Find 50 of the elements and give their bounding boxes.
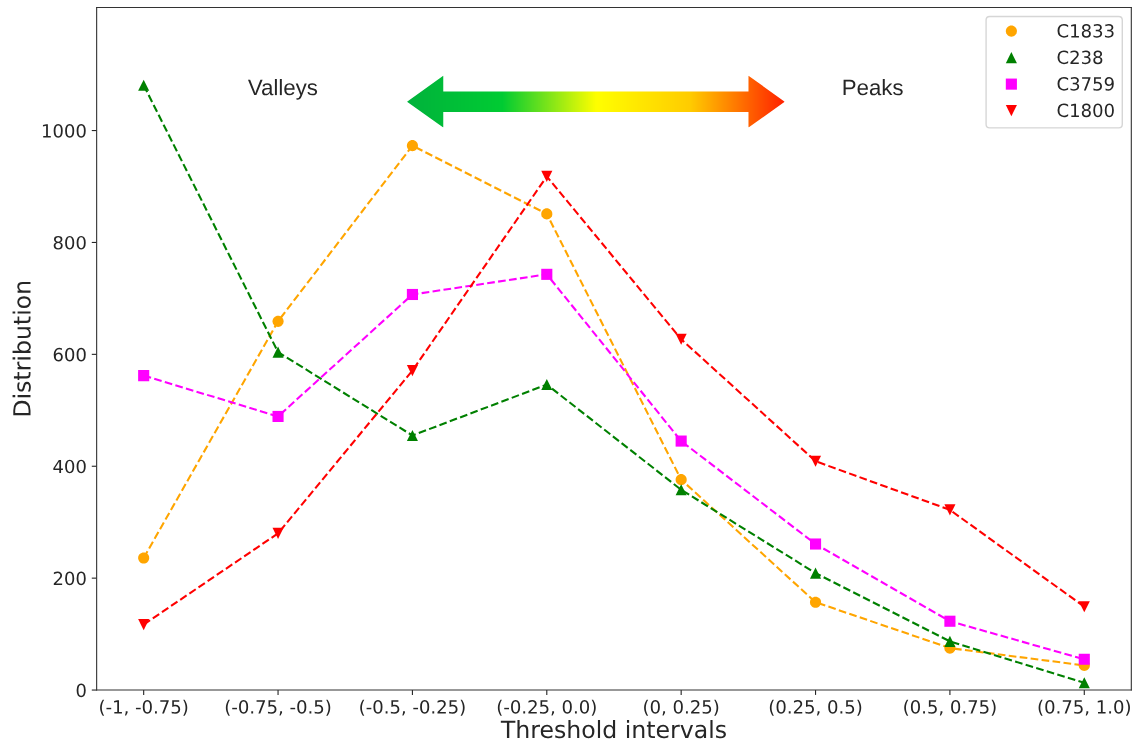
point [272, 315, 284, 327]
legend-label: C3759 [1057, 77, 1114, 91]
legend-label: C1833 [1057, 24, 1114, 38]
point [272, 410, 284, 423]
point [406, 288, 418, 301]
y-tick-label: 800 [53, 235, 86, 250]
x-tick-label: (0.5, 0.75) [904, 699, 996, 716]
point [541, 208, 553, 220]
y-tick-label: 0 [76, 683, 86, 698]
x-tick-label: (0.25, 0.5) [769, 699, 862, 716]
point [944, 504, 956, 516]
x-tick-label: (-1, -0.75) [100, 699, 188, 716]
point [675, 333, 687, 345]
y-tick-label: 1000 [42, 124, 86, 138]
point [944, 615, 956, 627]
point [675, 435, 687, 447]
point [138, 552, 150, 564]
point [406, 140, 418, 152]
point [541, 170, 553, 182]
x-axis-title: Threshold intervals [500, 720, 726, 739]
point [675, 474, 687, 486]
y-tick-label: 600 [53, 347, 86, 362]
x-tick-label: (-0.75, -0.5) [225, 699, 331, 716]
point [1078, 601, 1090, 613]
point [272, 527, 284, 539]
point [809, 567, 822, 579]
point [541, 379, 553, 391]
point [138, 79, 150, 91]
y-tick-label: 400 [53, 459, 86, 474]
point [1078, 653, 1090, 665]
point [541, 268, 553, 280]
x-tick-label: (0.75, 1.0) [1038, 699, 1130, 716]
x-tick-label: (0, 0.25) [644, 699, 719, 716]
point [809, 596, 822, 608]
x-tick-label: (-0.25, 0.0) [497, 699, 596, 716]
annotation: Peaks [843, 79, 903, 96]
point [406, 365, 418, 377]
y-tick-label: 200 [53, 571, 86, 586]
annotation: Valleys [247, 79, 318, 100]
point [944, 635, 956, 647]
point [272, 346, 284, 358]
point [809, 538, 822, 550]
y-axis-title: Distribution [12, 281, 31, 416]
legend-label: C238 [1057, 50, 1103, 65]
point [809, 455, 822, 467]
legend-label: C1800 [1057, 103, 1114, 118]
point [406, 429, 418, 442]
x-tick-label: (-0.5, -0.25) [360, 699, 465, 716]
point [138, 370, 150, 382]
point [138, 619, 150, 631]
